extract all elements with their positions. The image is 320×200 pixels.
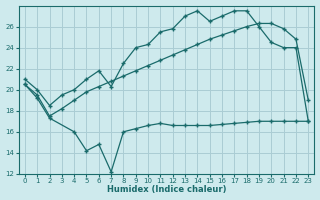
X-axis label: Humidex (Indice chaleur): Humidex (Indice chaleur): [107, 185, 226, 194]
